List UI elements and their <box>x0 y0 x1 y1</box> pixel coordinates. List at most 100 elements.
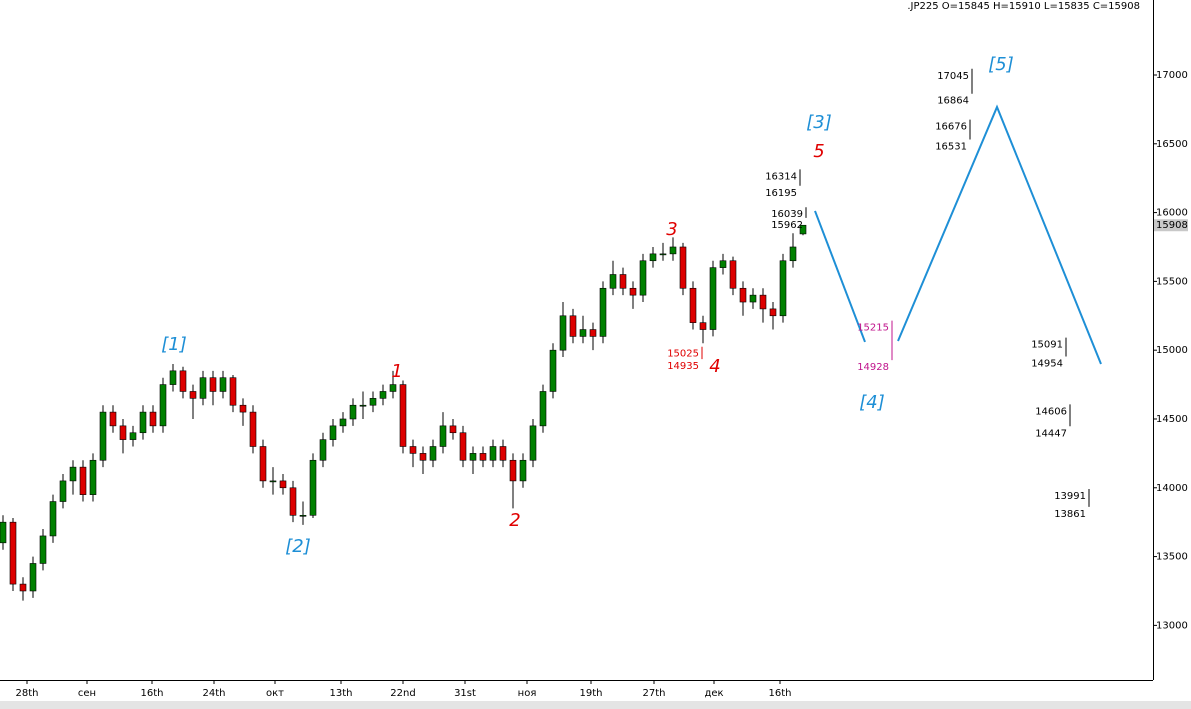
candle-body <box>589 329 597 337</box>
candle-body <box>649 253 657 262</box>
wave-label: [5] <box>988 54 1014 75</box>
candle-body <box>439 425 447 447</box>
candle-body <box>409 446 417 454</box>
candle-body <box>679 246 687 289</box>
candle-body <box>739 287 747 303</box>
candle-body <box>269 480 277 483</box>
candle-body <box>209 377 217 392</box>
level-low-label: 16531 <box>935 142 967 153</box>
candle-body <box>459 432 467 461</box>
candle-body <box>549 349 557 392</box>
status-bar <box>0 701 1191 709</box>
candle-body <box>799 224 807 235</box>
candle-body <box>159 384 167 427</box>
x-tick-label: ноя <box>518 688 537 699</box>
candle-body <box>719 260 727 268</box>
level-low-label: 13861 <box>1054 509 1086 520</box>
candle-body <box>359 404 367 407</box>
x-tick-label: 22nd <box>390 688 415 699</box>
candle-body <box>759 294 767 310</box>
candle-body <box>339 418 347 427</box>
candle-body <box>529 425 537 461</box>
candle-body <box>219 377 227 392</box>
x-tick-label: 31st <box>454 688 476 699</box>
level-high-label: 13991 <box>1054 491 1086 502</box>
level-high-label: 15091 <box>1031 340 1063 351</box>
x-tick-label: 28th <box>16 688 39 699</box>
candle-body <box>279 480 287 489</box>
wave-label: [1] <box>161 334 187 355</box>
y-tick-label: 13000 <box>1156 620 1188 631</box>
chart-title: .JP225 O=15845 H=15910 L=15835 C=15908 <box>907 1 1140 12</box>
candle-body <box>479 453 487 461</box>
candle-body <box>689 287 697 323</box>
candle-body <box>499 446 507 461</box>
candle-body <box>9 521 17 585</box>
candle-body <box>369 398 377 406</box>
candle-body <box>149 411 157 427</box>
candle-body <box>399 384 407 447</box>
level-high-label: 14606 <box>1035 406 1067 417</box>
y-tick-label: 15000 <box>1156 345 1188 356</box>
candle-body <box>249 411 257 447</box>
wave-label: 3 <box>666 219 677 240</box>
level-low-label: 15962 <box>771 220 803 231</box>
level-low-label: 16864 <box>937 96 969 107</box>
wave-label: [2] <box>285 536 311 557</box>
candle-body <box>349 404 357 420</box>
candle-body <box>79 466 87 495</box>
candle-body <box>239 404 247 413</box>
y-tick-label: 15500 <box>1156 276 1188 287</box>
y-tick-label: 14500 <box>1156 414 1188 425</box>
candle-body <box>669 246 677 255</box>
x-tick-label: 24th <box>203 688 226 699</box>
candle-body <box>19 583 27 592</box>
candle-body <box>509 459 517 482</box>
candle-body <box>389 384 397 392</box>
candle-body <box>299 514 307 517</box>
candle-body <box>319 439 327 461</box>
x-tick-label: 19th <box>580 688 603 699</box>
wave-label: 4 <box>709 356 720 377</box>
level-high-label: 16676 <box>935 122 967 133</box>
candle-body <box>0 521 7 544</box>
candle-body <box>119 425 127 440</box>
level-high-label: 17045 <box>937 71 969 82</box>
candle-body <box>579 329 587 337</box>
candle-body <box>569 315 577 337</box>
level-low-label: 14954 <box>1031 359 1063 370</box>
candle-body <box>429 446 437 461</box>
candle-body <box>659 253 667 256</box>
candle-body <box>559 315 567 351</box>
forecast-line <box>814 210 866 343</box>
candle-body <box>729 260 737 289</box>
candle-body <box>89 459 97 495</box>
candle-body <box>49 501 57 537</box>
candle-body <box>69 466 77 482</box>
y-tick-label: 17000 <box>1156 70 1188 81</box>
candle-body <box>779 260 787 317</box>
candle-body <box>129 432 137 440</box>
candle-body <box>39 535 47 564</box>
candle-body <box>179 370 187 392</box>
y-tick-label: 16500 <box>1156 139 1188 150</box>
candle-body <box>109 411 117 427</box>
candle-body <box>519 459 527 482</box>
wave-label: 2 <box>509 510 520 531</box>
candle-body <box>629 287 637 296</box>
candle-body <box>289 487 297 516</box>
candle-body <box>309 459 317 516</box>
level-high-label: 15215 <box>857 323 889 334</box>
wave-label: [3] <box>806 112 832 133</box>
level-high-label: 16039 <box>771 209 803 220</box>
candle-body <box>489 446 497 461</box>
x-tick-label: 13th <box>330 688 353 699</box>
candle-body <box>139 411 147 434</box>
candle-body <box>769 308 777 317</box>
level-high-label: 15025 <box>667 349 699 360</box>
candle-body <box>379 391 387 399</box>
candle-body <box>599 287 607 337</box>
candle-body <box>329 425 337 440</box>
candle-body <box>749 294 757 303</box>
